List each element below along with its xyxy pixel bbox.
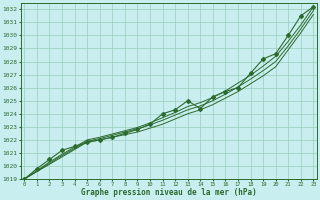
- X-axis label: Graphe pression niveau de la mer (hPa): Graphe pression niveau de la mer (hPa): [81, 188, 257, 197]
